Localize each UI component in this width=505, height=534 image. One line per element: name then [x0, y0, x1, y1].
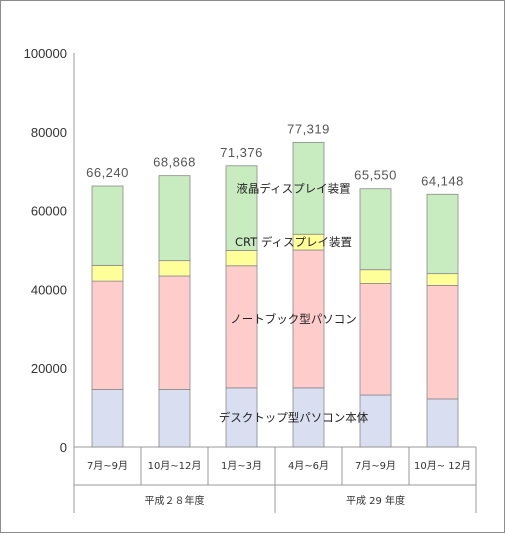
- series-label: ノートブック型パソコン: [230, 312, 357, 326]
- category-label: 10月~ 12月: [414, 460, 471, 472]
- bar-total-label: 77,319: [287, 121, 330, 136]
- bar-segment: [225, 165, 258, 251]
- bar-segment: [359, 269, 392, 284]
- bar-segment: [426, 398, 459, 448]
- bar-total-label: 64,148: [421, 173, 464, 188]
- category-label: 10月~12月: [148, 460, 202, 472]
- bar-segment: [292, 141, 325, 235]
- category-label: 4月~6月: [288, 460, 329, 472]
- bar-segment: [158, 389, 191, 448]
- bar-segment: [91, 264, 124, 282]
- category-label: 7月~9月: [355, 460, 396, 472]
- bar-segment: [292, 387, 325, 448]
- y-tick-label: 0: [60, 440, 67, 455]
- y-tick-label: 20000: [31, 361, 67, 376]
- y-tick-label: 100000: [24, 46, 67, 61]
- bar-segment: [426, 273, 459, 286]
- bar-segment: [225, 249, 258, 267]
- bar-total-label: 65,550: [354, 168, 397, 183]
- bar-total-label: 66,240: [86, 165, 129, 180]
- group-label: 平成 29 年度: [346, 494, 405, 507]
- bar-segment: [292, 249, 325, 389]
- bar-segment: [426, 285, 459, 400]
- bar-segment: [158, 175, 191, 262]
- bar-segment: [225, 265, 258, 389]
- bar-segment: [158, 275, 191, 390]
- group-label: 平成２８年度: [145, 494, 205, 507]
- bar-segment: [91, 389, 124, 448]
- category-label: 7月~9月: [87, 460, 128, 472]
- series-label: 液晶ディスプレイ装置: [236, 181, 350, 195]
- series-label: CRT ディスプレイ装置: [235, 235, 352, 249]
- category-label: 1月~3月: [221, 460, 262, 472]
- bar-segment: [426, 193, 459, 275]
- bar-segment: [359, 188, 392, 271]
- bar-segment: [91, 185, 124, 266]
- series-label: デスクトップ型パソコン本体: [219, 410, 369, 424]
- bar-total-label: 68,868: [153, 155, 196, 170]
- bar-segment: [359, 394, 392, 448]
- y-tick-label: 80000: [31, 125, 67, 140]
- y-tick-label: 60000: [31, 204, 67, 219]
- bar-segment: [91, 280, 124, 390]
- bar-total-label: 71,376: [220, 145, 263, 160]
- bar-segment: [359, 283, 392, 396]
- bar-segment: [158, 260, 191, 277]
- y-tick-label: 40000: [31, 282, 67, 297]
